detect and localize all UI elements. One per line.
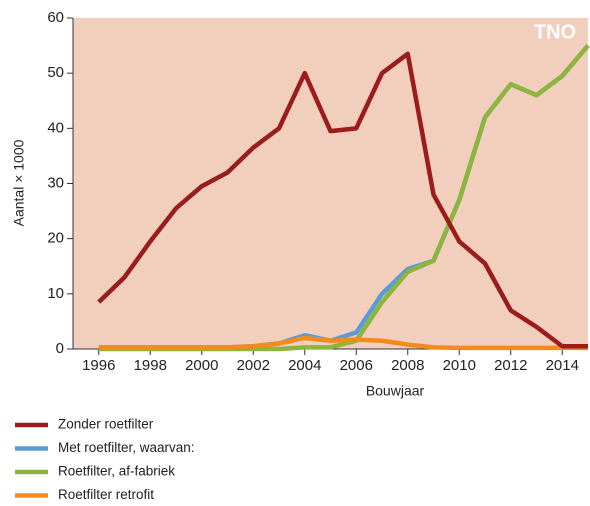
legend-label: Roetfilter, af-fabriek [58,464,175,479]
x-tick-label: 2008 [391,357,424,374]
x-tick-label: 2000 [185,357,218,374]
x-axis-label: Bouwjaar [366,383,425,399]
legend: Zonder roetfilter Met roetfilter, waarvan… [15,417,195,502]
plot-background [73,18,588,349]
x-tick-label: 1996 [82,357,115,374]
y-tick-label: 60 [47,9,64,26]
series-line [97,51,588,349]
legend-label: Roetfilter retrofit [58,487,154,502]
y-axis-label: Aantal × 1000 [11,139,27,226]
y-tick-label: 50 [47,64,64,81]
x-tick-label: 2012 [494,357,527,374]
y-tick-label: 10 [47,285,64,302]
x-tick-label: 2002 [237,357,270,374]
x-tick-label: 2004 [288,357,321,374]
x-tick-label: 2006 [340,357,373,374]
legend-label: Zonder roetfilter [58,417,154,432]
y-tick-label: 40 [47,119,64,136]
y-tick-label: 20 [47,230,64,247]
y-tick-label: 0 [56,340,64,357]
x-tick-label: 1998 [134,357,167,374]
x-tick-label: 2010 [443,357,476,374]
y-tick-label: 30 [47,174,64,191]
logo: TNO [534,21,576,43]
series-line [98,335,588,351]
x-tick-label: 2014 [546,357,579,374]
legend-label: Met roetfilter, waarvan: [58,440,195,455]
